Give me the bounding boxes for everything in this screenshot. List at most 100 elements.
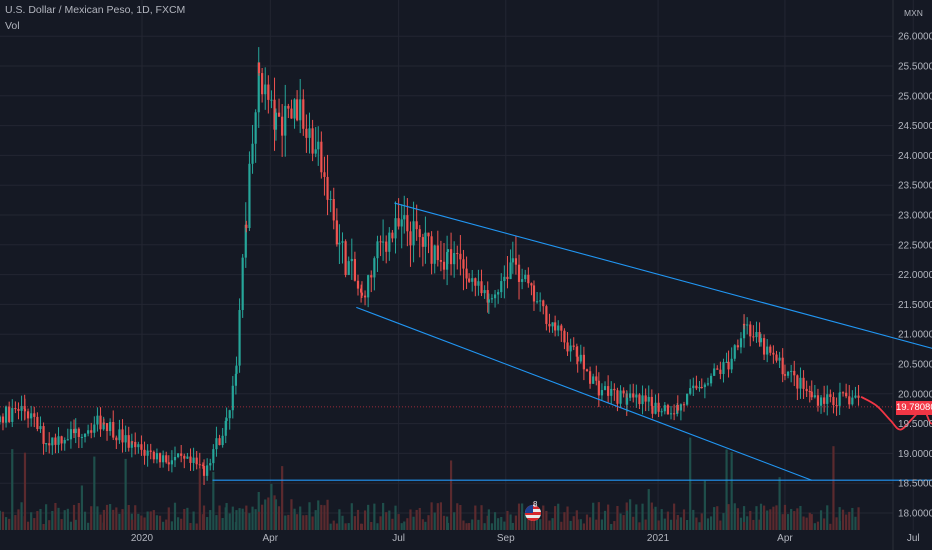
trendlines[interactable] xyxy=(0,202,932,481)
candle-body xyxy=(33,413,36,417)
candle-body xyxy=(689,388,692,394)
candle-body xyxy=(87,430,90,434)
volume-bar xyxy=(755,506,758,530)
volume-bar xyxy=(165,519,168,530)
candle-body xyxy=(167,462,170,465)
candle-body xyxy=(0,416,1,423)
volume-bar xyxy=(722,513,725,530)
candle-body xyxy=(569,345,572,352)
y-tick-label: 24.50000 xyxy=(898,121,932,132)
volume-bar xyxy=(221,518,224,530)
volume-bar xyxy=(261,504,264,530)
volume-bar xyxy=(716,506,719,530)
candle-body xyxy=(155,453,159,460)
volume-bar xyxy=(689,437,692,530)
candle-body xyxy=(679,404,682,411)
volume-bar xyxy=(60,519,63,530)
candle-body xyxy=(514,258,518,265)
volume-bar xyxy=(209,510,212,530)
volume-bar xyxy=(257,491,260,530)
candle-body xyxy=(474,278,477,286)
volume-bar xyxy=(245,505,248,530)
volume-bar xyxy=(257,511,261,530)
volume-bar xyxy=(783,504,787,530)
volume-bar xyxy=(96,506,99,530)
candle-body xyxy=(759,338,763,343)
volume-bar xyxy=(686,519,689,530)
volume-bar xyxy=(83,511,87,530)
volume-bar xyxy=(509,514,512,530)
candle-body xyxy=(682,404,686,406)
volume-bar xyxy=(394,505,397,530)
volume-bar xyxy=(329,523,332,530)
candle-body xyxy=(497,292,500,295)
candle-body xyxy=(170,460,173,465)
candle-body xyxy=(542,300,545,307)
candle-body xyxy=(650,396,653,406)
candle-body xyxy=(17,409,20,411)
volume-bar xyxy=(781,514,784,530)
volume-bar xyxy=(241,508,244,530)
volume-bar xyxy=(30,512,33,530)
candle-body xyxy=(379,241,382,243)
volume-bar xyxy=(412,516,415,530)
volume-bar xyxy=(427,515,430,530)
candle-body xyxy=(26,411,30,419)
candle-body xyxy=(576,356,579,362)
candle-body xyxy=(134,441,137,448)
candle-body xyxy=(433,245,436,264)
candle-body xyxy=(709,375,713,384)
candle-body xyxy=(180,453,183,456)
candle-body xyxy=(290,108,293,119)
candle-body xyxy=(409,231,412,246)
candle-body xyxy=(483,290,486,294)
candle-body xyxy=(418,229,421,238)
candle-body xyxy=(700,387,703,389)
candle-body xyxy=(93,424,96,433)
volume-bar xyxy=(26,521,30,530)
candle-body xyxy=(77,428,80,437)
volume-bar xyxy=(235,510,238,530)
candle-body xyxy=(335,220,338,245)
candle-body xyxy=(400,219,403,227)
volume-bar xyxy=(436,503,439,530)
volume-bar xyxy=(651,508,654,530)
volume-bar xyxy=(613,521,616,530)
volume-bar xyxy=(585,514,589,530)
volume-bar xyxy=(131,519,134,530)
candle-body xyxy=(192,457,195,463)
candle-body xyxy=(338,242,341,245)
candle-body xyxy=(329,199,332,201)
volume-bar xyxy=(400,523,403,530)
volume-bar xyxy=(725,449,728,530)
us-flag-icon[interactable] xyxy=(525,505,541,521)
volume-bar xyxy=(302,515,305,530)
y-tick-label: 20.50000 xyxy=(898,360,932,371)
volume-bar xyxy=(90,506,93,530)
candle-body xyxy=(716,368,719,370)
volume-bar xyxy=(350,503,353,530)
candle-body xyxy=(579,354,582,362)
volume-bar xyxy=(152,510,155,530)
volume-bars xyxy=(0,437,860,530)
volume-bar xyxy=(629,499,632,530)
volume-bar xyxy=(582,523,585,530)
candle-body xyxy=(225,418,228,421)
candle-body xyxy=(832,396,835,406)
volume-bar xyxy=(810,514,813,530)
candle-body xyxy=(415,221,418,230)
candle-body xyxy=(736,345,739,348)
volume-label: Vol xyxy=(5,20,20,32)
candle-body xyxy=(595,376,598,381)
volume-bar xyxy=(521,503,524,530)
candle-body xyxy=(112,422,115,438)
candle-body xyxy=(45,443,48,445)
candle-body xyxy=(421,237,424,247)
candle-body xyxy=(781,357,784,375)
volume-bar xyxy=(545,510,548,530)
volume-bar xyxy=(109,504,112,530)
candle-body xyxy=(241,257,244,311)
volume-bar xyxy=(20,502,23,530)
volume-bar xyxy=(829,523,832,530)
